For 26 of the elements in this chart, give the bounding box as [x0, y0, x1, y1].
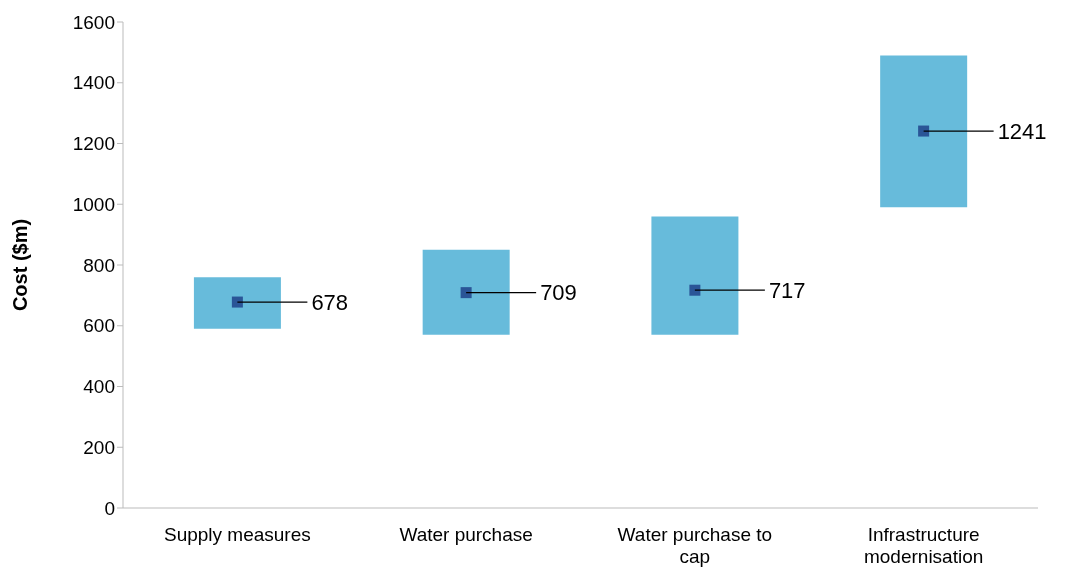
- point: [918, 125, 930, 137]
- y-tick-label: 1000: [72, 193, 115, 215]
- data-label: 1241: [997, 118, 1047, 144]
- y-tick-label: 0: [104, 497, 115, 519]
- y-tick-label: 1600: [72, 11, 115, 33]
- point: [689, 284, 701, 296]
- x-tick-label: Water purchase: [399, 524, 533, 546]
- y-tick-label: 400: [83, 376, 115, 398]
- bar: [651, 216, 739, 335]
- y-tick-label: 1200: [72, 133, 115, 155]
- data-label: 678: [311, 289, 349, 315]
- bar: [422, 249, 510, 335]
- bar: [193, 277, 281, 329]
- data-label: 709: [540, 280, 577, 306]
- data-label: 717: [768, 277, 806, 303]
- y-tick-label: 1400: [72, 72, 115, 94]
- y-tick-label: 800: [83, 254, 115, 276]
- y-tick-label: 600: [83, 315, 115, 337]
- x-tick-label: Water purchase to cap: [617, 524, 773, 567]
- bar: [880, 55, 968, 208]
- point: [231, 296, 243, 308]
- x-tick-label: Infrastructure modernisation: [863, 524, 984, 567]
- y-axis-title: Cost ($m): [9, 218, 32, 312]
- point: [460, 287, 472, 299]
- x-tick-label: Supply measures: [163, 524, 311, 546]
- y-tick-label: 200: [83, 436, 115, 458]
